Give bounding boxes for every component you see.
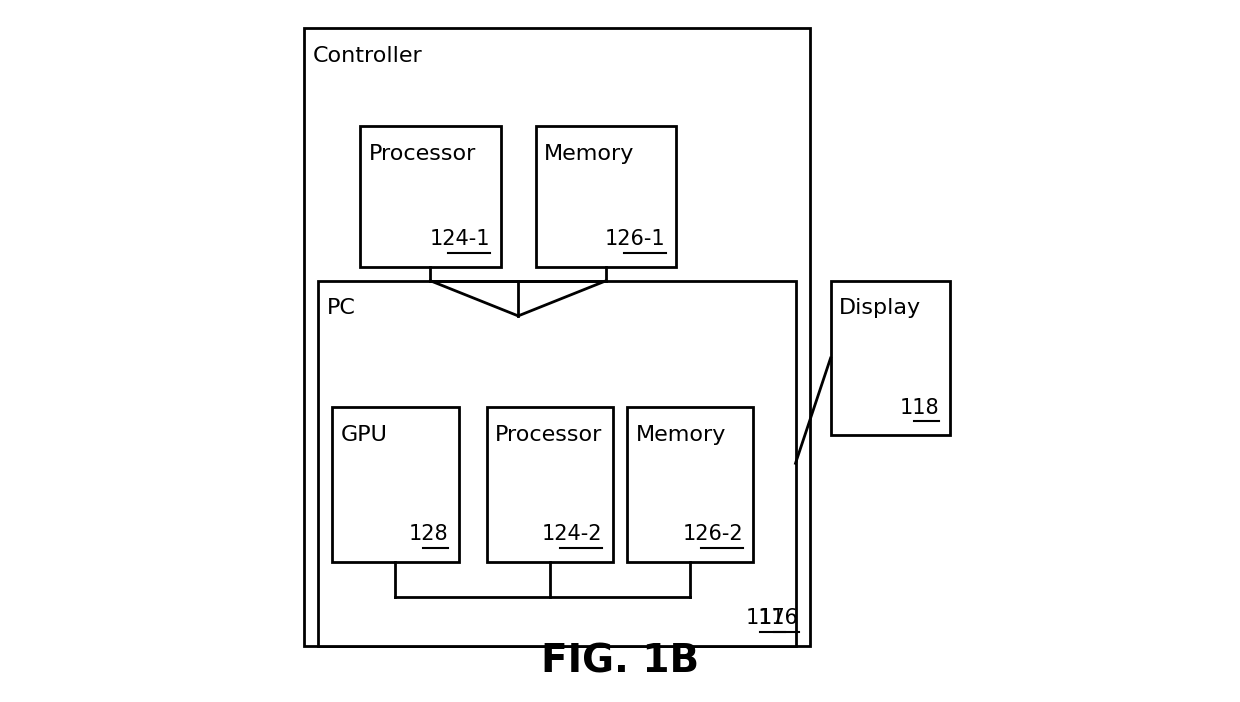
Text: 124-2: 124-2 [542, 524, 603, 544]
Text: GPU: GPU [341, 425, 387, 444]
Text: 117: 117 [745, 609, 785, 628]
FancyBboxPatch shape [304, 28, 810, 646]
FancyBboxPatch shape [831, 281, 950, 435]
Text: 128: 128 [408, 524, 448, 544]
Text: FIG. 1B: FIG. 1B [541, 643, 699, 681]
FancyBboxPatch shape [486, 407, 613, 562]
Text: Display: Display [839, 298, 921, 318]
Text: Processor: Processor [495, 425, 603, 444]
Text: Processor: Processor [368, 144, 476, 164]
Text: Controller: Controller [312, 46, 423, 65]
Text: Memory: Memory [635, 425, 725, 444]
FancyBboxPatch shape [332, 407, 459, 562]
FancyBboxPatch shape [361, 126, 501, 267]
Text: 124-1: 124-1 [429, 230, 490, 249]
Text: 116: 116 [759, 609, 799, 628]
Text: 118: 118 [900, 398, 940, 418]
Text: 126-1: 126-1 [605, 230, 666, 249]
Text: PC: PC [326, 298, 356, 318]
FancyBboxPatch shape [319, 281, 796, 646]
FancyBboxPatch shape [536, 126, 676, 267]
Text: 126-2: 126-2 [682, 524, 743, 544]
FancyBboxPatch shape [627, 407, 754, 562]
Text: Memory: Memory [544, 144, 635, 164]
